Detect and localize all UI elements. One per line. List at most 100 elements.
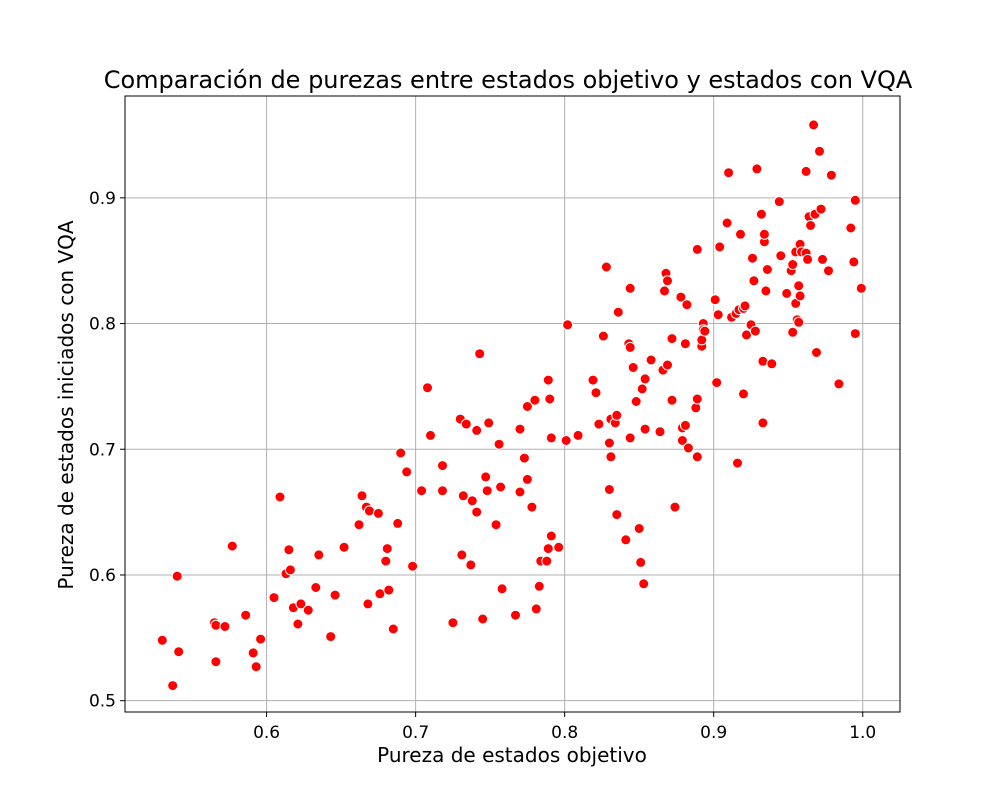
data-point (490, 519, 502, 531)
data-point (605, 451, 617, 463)
data-point (814, 145, 825, 157)
data-point (283, 544, 295, 556)
data-point (383, 584, 395, 596)
data-point (738, 388, 749, 400)
data-point (739, 300, 751, 312)
data-point (787, 259, 799, 270)
data-point (407, 560, 419, 572)
data-point (711, 377, 723, 389)
data-point (758, 228, 770, 240)
data-point (630, 396, 642, 407)
data-point (735, 228, 746, 240)
data-point (255, 633, 267, 645)
data-point (530, 603, 542, 615)
data-point (529, 394, 541, 406)
data-point (755, 208, 767, 220)
data-point (542, 543, 554, 555)
data-point (811, 347, 822, 358)
data-point (590, 387, 602, 399)
data-point (691, 243, 703, 255)
data-point (437, 485, 448, 497)
data-point (620, 534, 632, 546)
chart-title: Comparación de purezas entre estados obj… (104, 66, 913, 94)
data-point (226, 540, 238, 552)
data-point (456, 549, 468, 561)
data-point (392, 517, 404, 529)
y-tick-label: 0.9 (89, 189, 116, 209)
data-point (848, 256, 860, 268)
data-point (855, 282, 867, 294)
data-point (849, 328, 861, 340)
data-point (521, 401, 533, 412)
data-point (627, 362, 639, 373)
data-point (363, 505, 375, 517)
data-point (690, 402, 702, 414)
data-point (666, 333, 678, 345)
data-point (600, 261, 612, 273)
data-point (167, 680, 179, 692)
data-point (210, 619, 222, 631)
data-point (533, 580, 545, 592)
data-point (545, 432, 557, 444)
data-point (292, 618, 304, 630)
data-point (395, 447, 407, 459)
data-point (329, 589, 341, 601)
data-point (156, 634, 168, 646)
data-point (518, 452, 530, 464)
data-point (219, 621, 231, 632)
data-point (466, 495, 478, 507)
data-point (633, 523, 645, 534)
data-point (465, 559, 477, 571)
data-point (787, 326, 799, 338)
data-point (603, 437, 615, 449)
data-point (268, 592, 280, 604)
data-point (593, 418, 605, 430)
data-point (775, 250, 787, 262)
data-point (849, 194, 861, 206)
data-point (447, 617, 459, 629)
data-point (675, 291, 687, 303)
data-point (471, 424, 483, 436)
data-point (526, 501, 538, 513)
data-point (760, 285, 772, 297)
data-point (732, 457, 743, 469)
x-axis-label: Pureza de estados objetivo (377, 743, 647, 767)
data-point (572, 429, 584, 441)
data-point (635, 556, 647, 568)
data-point (422, 382, 433, 394)
data-point (638, 578, 650, 590)
data-point (553, 541, 565, 553)
data-point (748, 275, 760, 287)
data-point (654, 426, 666, 438)
data-point (481, 485, 493, 497)
data-point (587, 374, 599, 386)
data-point (210, 656, 222, 668)
data-point (302, 604, 314, 616)
data-point (681, 299, 693, 311)
data-point (721, 217, 733, 229)
data-point (274, 491, 286, 503)
data-point (597, 330, 609, 342)
y-tick-label: 0.6 (89, 566, 116, 586)
data-point (338, 541, 350, 553)
data-point (761, 264, 773, 275)
data-point (800, 165, 812, 177)
data-point (437, 460, 448, 472)
data-point (560, 435, 572, 446)
data-point (636, 383, 648, 395)
data-point (477, 613, 489, 625)
data-point (480, 471, 492, 483)
data-point (679, 338, 691, 350)
data-point (817, 253, 828, 265)
data-point (749, 325, 761, 337)
data-point (714, 241, 726, 253)
plot-frame (124, 95, 901, 713)
data-point (250, 661, 262, 673)
data-point (387, 623, 399, 635)
data-point (794, 290, 806, 302)
data-point (815, 203, 827, 215)
data-point (802, 253, 814, 265)
data-point (662, 275, 673, 287)
